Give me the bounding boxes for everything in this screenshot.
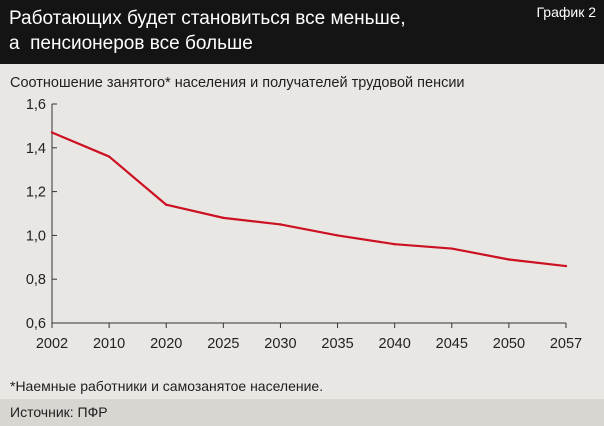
data-point — [165, 203, 168, 206]
chart-title-line-2: а пенсионеров все больше — [9, 33, 253, 54]
x-tick-label: 2040 — [379, 336, 411, 352]
x-tick-label: 2020 — [150, 336, 182, 352]
x-tick-label: 2002 — [36, 336, 68, 352]
chart-number-label: График 2 — [536, 4, 596, 20]
x-tick-label: 2035 — [321, 336, 353, 352]
data-point — [450, 247, 453, 250]
header-bar: Работающих будет становиться все меньше,… — [0, 0, 604, 64]
x-tick-label: 2050 — [493, 336, 525, 352]
line-chart: 0,6 0,8 1,0 1,2 1,4 1,6 2002 2010 2020 2025 2030 20… — [26, 97, 582, 352]
data-point — [50, 131, 54, 134]
data-point — [336, 234, 339, 237]
chart-title: Работающих будет становиться все меньше,… — [9, 6, 489, 56]
y-tick-label: 1,0 — [26, 228, 46, 244]
source-text: Источник: ПФР — [10, 404, 108, 420]
x-tick-label: 2045 — [436, 336, 468, 352]
chart-title-line-1: Работающих будет становиться все меньше, — [9, 8, 406, 29]
source-bar: Источник: ПФР — [0, 399, 604, 426]
chart-subtitle: Соотношение занятого* населения и получа… — [10, 75, 465, 91]
y-tick-label: 0,6 — [26, 316, 46, 332]
x-tick-label: 2057 — [550, 336, 582, 352]
footnote: *Наемные работники и самозанятое населен… — [10, 378, 324, 394]
series-line — [51, 131, 567, 268]
x-tick-label: 2030 — [264, 336, 296, 352]
x-tick-label: 2025 — [207, 336, 239, 352]
y-tick-label: 1,6 — [26, 97, 46, 113]
y-tick-label: 0,8 — [26, 272, 46, 288]
y-tick-label: 1,2 — [26, 185, 46, 201]
data-point — [393, 242, 396, 246]
data-point — [107, 155, 111, 158]
x-tick-label: 2010 — [93, 336, 125, 352]
data-point — [222, 216, 225, 220]
data-point — [507, 258, 511, 261]
data-point — [564, 264, 568, 268]
y-tick-label: 1,4 — [26, 141, 46, 157]
data-point — [279, 223, 282, 226]
